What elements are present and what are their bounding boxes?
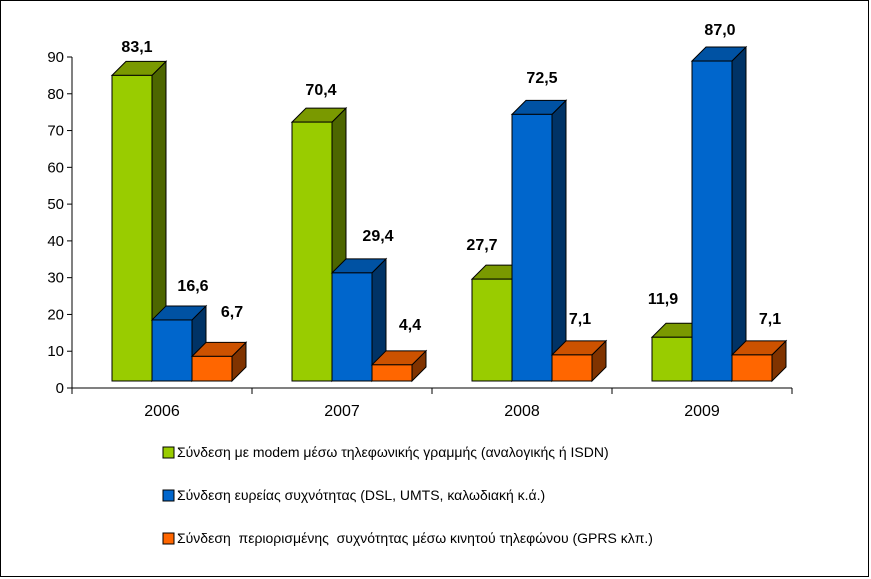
bar [730,339,788,383]
bar-front-face [651,336,693,382]
bar-front-face [331,272,373,382]
bar [330,257,388,383]
legend-label: Σύνδεση ευρείας συχνότητας (DSL, UMTS, κ… [177,487,545,503]
chart-axes: 0 10 20 30 40 50 60 70 80 90 2006 2007 2008 2009 [47,49,793,420]
bar [550,339,608,383]
bar [690,45,748,383]
y-tick-label: 90 [47,49,64,66]
bar-front-face [291,121,333,382]
x-tick-label: 2006 [144,403,180,420]
bar [190,341,248,383]
bar-front-face [111,74,153,382]
data-label: 29,4 [362,228,393,245]
y-tick-label: 0 [56,380,64,397]
bar-side-face [551,99,567,383]
legend-swatch [162,489,175,502]
y-tick-label: 30 [47,270,64,287]
legend-label: Σύνδεση με modem μέσω τηλεφωνικής γραμμή… [177,444,609,460]
bar-front-face [691,60,733,382]
x-tick-label: 2007 [324,403,360,420]
data-label: 4,4 [399,317,421,334]
data-label: 70,4 [305,82,336,99]
bar-front-face [371,364,413,382]
chart-data-labels: 83,1 16,6 6,7 70,4 29,4 4,4 27,7 72,5 7,1 11,9 87,… [121,22,781,334]
chart-bars [110,45,788,383]
bar-front-face [191,355,233,382]
bar [510,99,568,383]
bar [150,304,208,383]
bar-front-face [151,319,193,382]
bar-front-face [471,278,513,382]
data-label: 16,6 [177,278,208,295]
legend-swatch [162,532,175,545]
bar-front-face [731,354,773,382]
legend-swatch [162,446,175,459]
data-label: 72,5 [526,70,557,87]
y-tick-label: 50 [47,196,64,213]
y-tick-label: 40 [47,233,64,250]
bar [110,60,168,383]
y-tick-label: 70 [47,123,64,140]
y-tick-label: 20 [47,306,64,323]
bar-side-face [731,45,747,383]
bar-front-face [511,113,553,382]
legend-label: Σύνδεση περιορισμένης συχνότητας μέσω κι… [177,530,653,546]
y-tick-label: 60 [47,159,64,176]
x-tick-label: 2008 [504,403,540,420]
chart-legend: Σύνδεση με modem μέσω τηλεφωνικής γραμμή… [162,444,653,546]
y-tick-label: 10 [47,343,64,360]
data-label: 11,9 [648,291,678,308]
data-label: 7,1 [569,311,591,328]
bar-front-face [551,354,593,382]
x-tick-label: 2009 [684,403,720,420]
data-label: 6,7 [221,304,243,321]
data-label: 83,1 [121,39,152,56]
bar [370,349,428,383]
data-label: 87,0 [704,22,735,39]
data-label: 7,1 [759,311,781,328]
data-label: 27,7 [466,237,497,254]
y-tick-label: 80 [47,86,64,103]
